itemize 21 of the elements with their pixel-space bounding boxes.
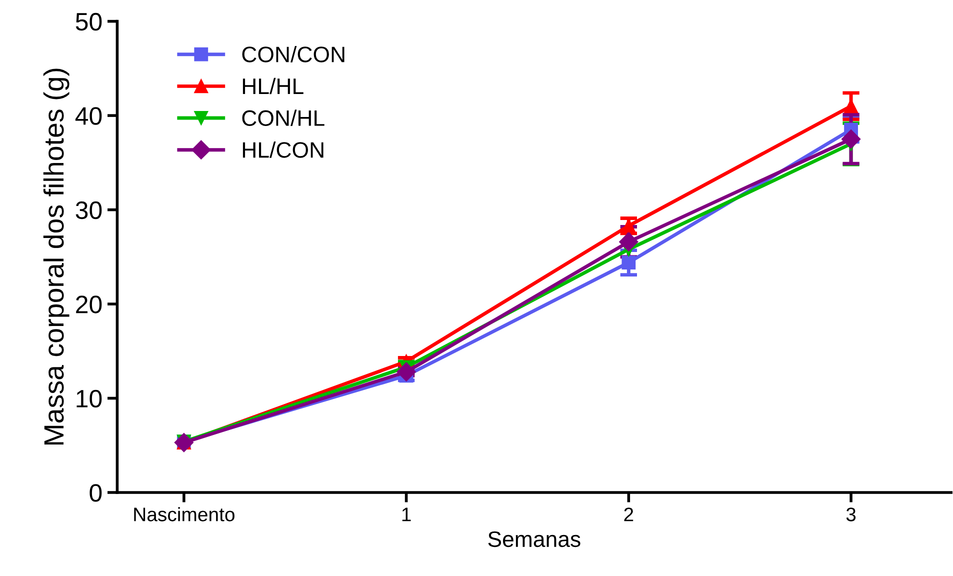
point bbox=[396, 362, 416, 382]
x-tick-label: Nascimento bbox=[134, 507, 234, 522]
point bbox=[619, 232, 638, 252]
y-tick-label: 50 bbox=[76, 12, 102, 31]
y-axis-title: Massa corporal dos filhotes (g) bbox=[43, 68, 70, 444]
point bbox=[841, 130, 861, 149]
x-tick-label: 3 bbox=[846, 508, 856, 522]
y-tick-label: 40 bbox=[75, 107, 102, 125]
legend-label: CON/CON bbox=[242, 46, 344, 62]
x-axis-title: Semanas bbox=[488, 531, 580, 548]
x-tick-label: 1 bbox=[402, 508, 411, 522]
point bbox=[174, 433, 194, 452]
y-tick-label: 0 bbox=[90, 484, 102, 502]
legend-label: CON/HL bbox=[242, 110, 324, 126]
y-tick-label: 10 bbox=[76, 390, 102, 408]
legend-label: HL/HL bbox=[242, 78, 304, 94]
x-tick-label: 2 bbox=[624, 508, 634, 522]
y-tick-label: 30 bbox=[76, 201, 102, 220]
legend-label: HL/CON bbox=[242, 142, 324, 158]
y-tick-label: 20 bbox=[76, 296, 102, 314]
point bbox=[622, 256, 636, 270]
